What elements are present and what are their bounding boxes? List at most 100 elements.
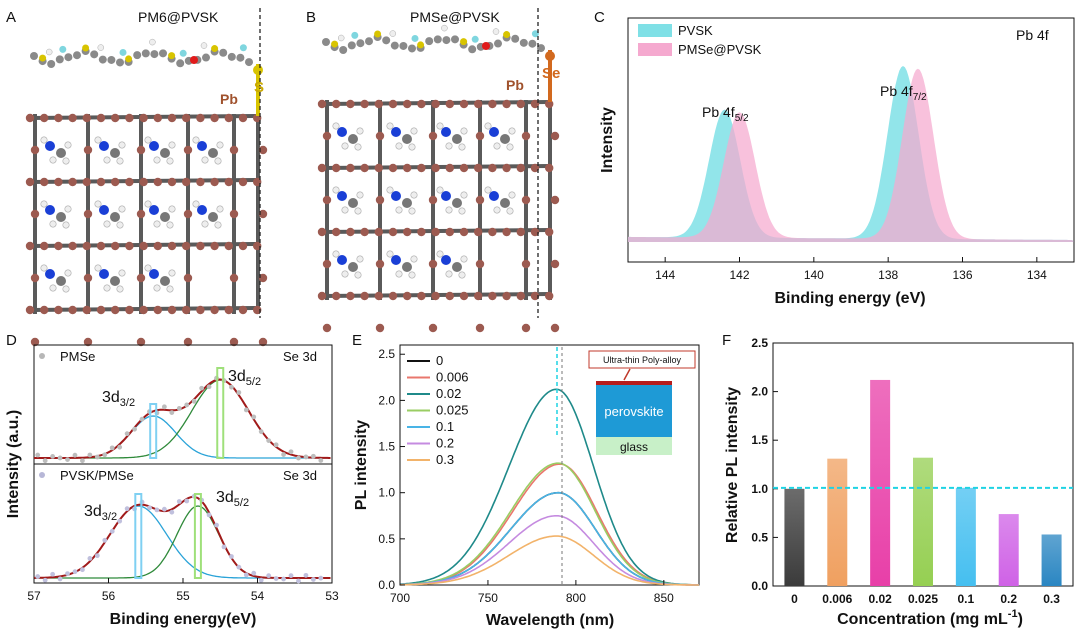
legend-label-pmse: PMSe (60, 349, 95, 364)
bar-0.02 (870, 379, 891, 586)
framework-atom (360, 227, 369, 237)
cation-h-atom (506, 207, 514, 215)
chart-e-xtick-label: 700 (390, 591, 410, 605)
framework-atom (229, 273, 239, 283)
framework-atom (238, 113, 248, 123)
xps-data-point (184, 498, 190, 504)
framework-atom (30, 145, 40, 155)
se3d-label-bottom: Se 3d (283, 468, 317, 483)
pl-line-0.02 (399, 388, 699, 586)
framework-atom (530, 163, 540, 173)
xps-data-point (102, 537, 108, 543)
xps-data-point (147, 505, 152, 511)
legend-label-0.1: 0.1 (436, 419, 454, 434)
framework-atom (521, 131, 531, 141)
peak-label-top-3d32: 3d3/2 (102, 389, 135, 409)
inset-layer-glass (596, 437, 672, 455)
framework-atom (183, 273, 193, 283)
framework-atom (417, 163, 426, 173)
legend-label-0.006: 0.006 (436, 370, 469, 385)
panel-letter-a: A (6, 9, 16, 26)
framework-atom (229, 209, 239, 219)
chart-f-xlabel: Concentration (mg mL-1) (837, 608, 1023, 628)
xps-data-point (161, 404, 167, 410)
polymer-oxygen-atom (482, 42, 490, 50)
framework-atom (374, 99, 383, 109)
atom-label-pb-a: Pb (220, 91, 238, 107)
framework-atom (403, 227, 412, 237)
cation-h-atom (410, 255, 418, 263)
xps-data-point (266, 573, 272, 579)
polymer-atom (107, 55, 116, 64)
inset-layer-alloy (596, 381, 672, 385)
cation-h-atom (508, 127, 516, 135)
cation-h-atom (354, 271, 362, 279)
framework-atom (445, 227, 454, 237)
atom-label-se: Se (542, 65, 560, 82)
bar-category-label-0: 0 (791, 592, 798, 606)
cation-c-atom (56, 148, 66, 158)
cation-h-atom (144, 136, 152, 144)
chart-c-xlabel: Binding energy (eV) (774, 290, 925, 307)
panel-letter-c: C (594, 9, 605, 26)
polymer-sulfur-atom (374, 30, 382, 38)
chart-c-xtick-label: 138 (878, 268, 898, 282)
framework-atom (322, 323, 332, 333)
framework-atom (40, 241, 49, 251)
framework-atom (459, 163, 469, 173)
cation-h-atom (64, 141, 72, 149)
framework-atom (258, 145, 268, 155)
cation-c-atom (56, 212, 66, 222)
legend-label-pvsk-pmse: PVSK/PMSe (60, 468, 134, 483)
polymer-fluorine-atom (411, 34, 419, 42)
cation-n-atom (99, 141, 109, 151)
framework-atom (182, 113, 191, 123)
xps-data-point (117, 444, 123, 450)
bar-0.025 (913, 457, 933, 586)
framework-atom (25, 241, 35, 251)
cation-h-atom (484, 122, 492, 130)
framework-atom (82, 113, 92, 123)
framework-atom (229, 145, 239, 155)
polymer-atom (150, 50, 159, 59)
cation-h-atom (460, 191, 468, 199)
cation-h-atom (458, 207, 466, 215)
cation-c-atom (348, 198, 358, 208)
chart-d-xtick-label: 55 (176, 589, 190, 603)
polymer-sulfur-atom (417, 41, 425, 49)
framework-atom (475, 131, 485, 141)
framework-atom (474, 163, 483, 173)
framework-atom (403, 99, 412, 109)
polymer-fluorine-atom (119, 48, 127, 56)
framework-atom (388, 163, 398, 173)
polymer-atom (442, 36, 451, 45)
framework-atom (445, 99, 454, 109)
xps-data-point (169, 410, 175, 415)
chart-c-xtick-label: 144 (655, 268, 675, 282)
framework-atom (167, 113, 177, 123)
framework-atom (459, 99, 469, 109)
bar-category-label-0.3: 0.3 (1043, 592, 1060, 606)
chart-e-ylabel: PL intensity (353, 420, 370, 510)
cation-n-atom (391, 255, 401, 265)
framework-atom (530, 227, 540, 237)
cation-c-atom (402, 198, 412, 208)
polymer-sulfur-atom (125, 55, 133, 63)
chart-e-ytick-label: 0.5 (378, 532, 395, 546)
framework-atom (136, 273, 146, 283)
framework-atom (445, 163, 454, 173)
xps-data-point (273, 442, 279, 448)
cation-h-atom (460, 255, 468, 263)
framework-atom (417, 291, 426, 301)
panel-letter-d: D (6, 332, 17, 349)
framework-atom (96, 305, 106, 315)
cation-h-atom (341, 206, 349, 214)
annotation-pb4f72: Pb 4f7/2 (880, 83, 927, 103)
chart-e-frame (399, 344, 700, 586)
framework-atom (516, 163, 525, 173)
framework-atom (550, 323, 560, 333)
framework-atom (502, 227, 511, 237)
xps-data-point (50, 454, 56, 459)
xps-data-point (266, 438, 272, 443)
